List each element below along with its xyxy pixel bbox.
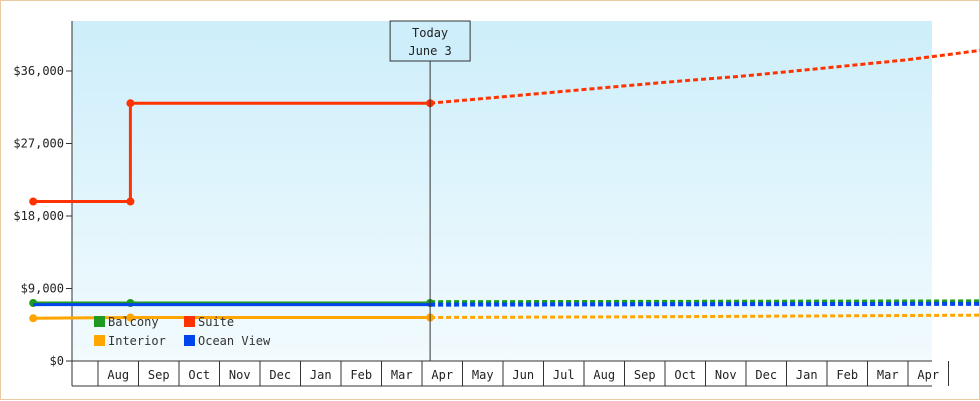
y-tick-label: $9,000 <box>21 282 64 296</box>
y-tick-label: $18,000 <box>13 209 64 223</box>
series-ocean-view <box>33 301 980 307</box>
legend-swatch-interior <box>94 335 105 346</box>
x-tick-label: Jun <box>512 368 534 382</box>
series-forecast-interior <box>430 313 980 319</box>
plot-background <box>72 21 932 361</box>
y-tick-label: $27,000 <box>13 137 64 151</box>
series-interior <box>29 313 980 323</box>
x-tick-label: Nov <box>715 368 737 382</box>
today-marker: Today June 3 <box>389 20 471 361</box>
today-box <box>389 20 471 62</box>
x-tick-label: Feb <box>836 368 858 382</box>
series-forecast-balcony <box>430 299 980 305</box>
y-axis: $0 $9,000 $18,000 $27,000 $36,000 <box>13 21 73 386</box>
series-forecast-suite <box>429 48 980 105</box>
legend-label-ocean-view: Ocean View <box>198 334 271 348</box>
x-tick-label: Dec <box>755 368 777 382</box>
data-point-suite <box>126 99 135 108</box>
legend-label-balcony: Balcony <box>108 315 159 329</box>
today-label: Today <box>412 26 448 40</box>
x-axis: Aug Sep Oct Nov Dec Jan Feb Mar Apr May Jun Jul Aug S… <box>72 360 949 387</box>
legend-label-suite: Suite <box>198 315 234 329</box>
x-tick-label: Feb <box>350 368 372 382</box>
y-tick-label: $0 <box>50 354 64 368</box>
x-tick-label: Oct <box>674 368 696 382</box>
legend-label-interior: Interior <box>108 334 166 348</box>
series-suite <box>29 48 980 206</box>
data-point-interior <box>29 314 38 323</box>
x-tick-label: Dec <box>269 368 291 382</box>
data-point-suite <box>126 197 135 206</box>
legend-swatch-balcony <box>94 316 105 327</box>
data-point-interior <box>126 313 135 322</box>
x-tick-label: Jul <box>553 368 575 382</box>
data-point-suite <box>29 197 38 206</box>
x-tick-label: Jan <box>796 368 818 382</box>
x-tick-label: Apr <box>917 368 939 382</box>
x-tick-label: Aug <box>107 368 129 382</box>
x-tick-label: Oct <box>188 368 210 382</box>
x-tick-label: Apr <box>431 368 453 382</box>
x-tick-label: Mar <box>877 368 899 382</box>
x-tick-label: Aug <box>593 368 615 382</box>
x-tick-label: Jan <box>310 368 332 382</box>
x-tick-label: Nov <box>229 368 251 382</box>
series-line-suite <box>33 101 431 203</box>
legend-swatch-suite <box>184 316 195 327</box>
x-tick-label: Sep <box>148 368 170 382</box>
series-forecast-ocean-view <box>430 301 980 307</box>
y-tick-label: $36,000 <box>13 64 64 78</box>
series-layer <box>29 48 980 323</box>
x-tick-label: Sep <box>634 368 656 382</box>
legend: Balcony Suite Interior Ocean View <box>94 315 271 348</box>
x-tick-label: May <box>472 368 494 382</box>
legend-swatch-ocean-view <box>184 335 195 346</box>
today-date: June 3 <box>408 44 451 58</box>
x-tick-label: Mar <box>391 368 413 382</box>
